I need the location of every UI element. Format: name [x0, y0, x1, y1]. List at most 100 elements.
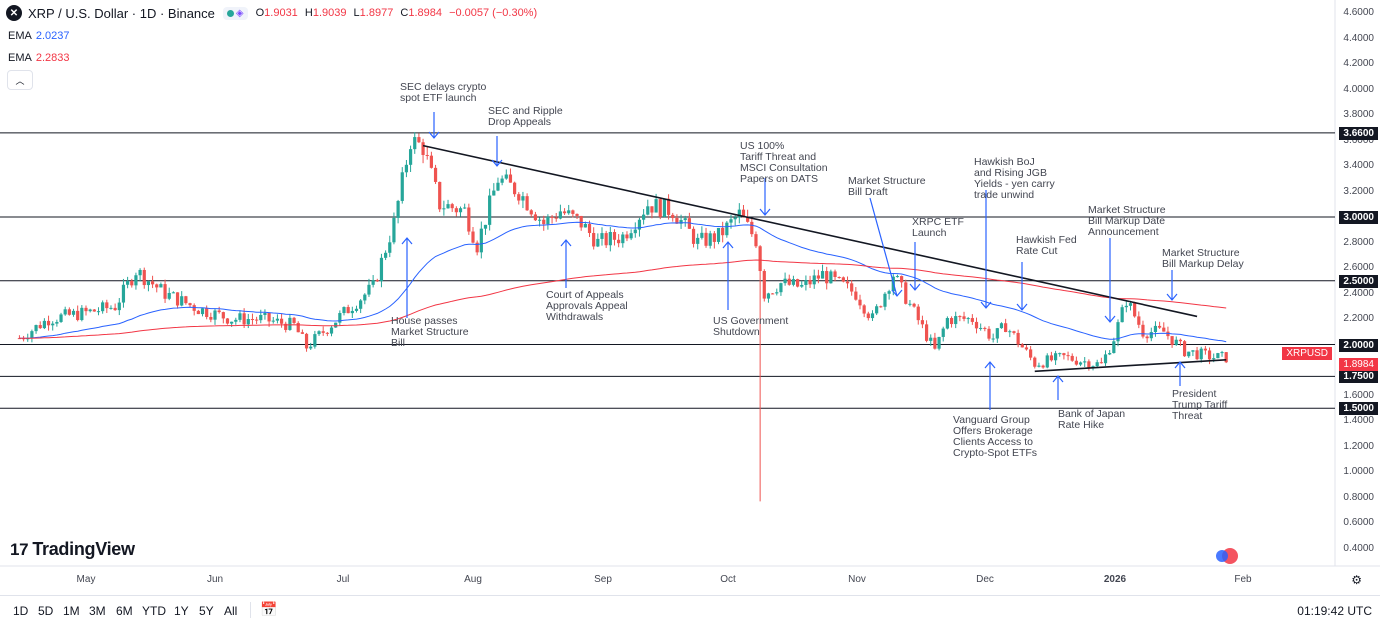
candle-body [1108, 353, 1112, 355]
annotation-label[interactable]: Market Structure Bill Markup Date Announ… [1088, 204, 1166, 238]
annotation-label[interactable]: Hawkish Fed Rate Cut [1016, 234, 1077, 257]
tradingview-watermark[interactable]: 17 TradingView [10, 539, 135, 560]
candle-body [146, 281, 151, 286]
annotation-label[interactable]: XRPC ETF Launch [912, 216, 964, 239]
candle-body [1037, 365, 1041, 367]
timeframe-button[interactable]: YTD [142, 604, 166, 618]
annotation-label[interactable]: Market Structure Bill Markup Delay [1162, 247, 1244, 270]
candle-body [350, 310, 354, 314]
candle-body [267, 312, 271, 322]
timeframe-button[interactable]: 3M [89, 604, 106, 618]
candle-body [150, 281, 155, 285]
annotation-label[interactable]: SEC delays crypto spot ETF launch [400, 81, 487, 104]
candle-body [1041, 365, 1045, 368]
candle-body [446, 204, 450, 209]
candle-body [583, 223, 587, 228]
candle-body [941, 328, 945, 337]
level-price-badge: 3.0000 [1339, 211, 1378, 224]
annotation-label[interactable]: Court of Appeals Approvals Appeal Withdr… [546, 289, 628, 323]
candle-body [84, 307, 88, 312]
candle-body [1103, 354, 1108, 364]
candle-body [1033, 357, 1037, 367]
candle-body [1124, 305, 1128, 308]
candle-body [1170, 336, 1174, 345]
timeframe-button[interactable]: 6M [116, 604, 133, 618]
candle-body [629, 233, 633, 239]
calendar-icon[interactable]: 📅 [260, 601, 278, 617]
candle-body [617, 239, 621, 244]
timeframe-button[interactable]: 1Y [174, 604, 189, 618]
annotation-arrowhead [909, 283, 921, 291]
candle-body [400, 172, 404, 201]
utc-clock[interactable]: 01:19:42 UTC [1297, 604, 1372, 618]
candle-body [479, 228, 483, 253]
eye-icon: ◈ [235, 7, 244, 19]
candle-body [716, 227, 721, 242]
candle-body [175, 292, 180, 306]
annotation-label[interactable]: President Trump Tariff Threat [1172, 388, 1228, 422]
annotation-label[interactable]: US 100% Tariff Threat and MSCI Consultat… [740, 140, 828, 185]
annotation-label[interactable]: House passes Market Structure Bill [391, 315, 469, 349]
time-tick-label: Oct [720, 574, 736, 585]
close-value: 1.8984 [408, 7, 442, 19]
candle-body [250, 319, 255, 321]
candle-body [571, 210, 575, 214]
candle-body [467, 207, 471, 232]
candle-body [820, 271, 825, 279]
candle-body [275, 318, 280, 321]
candle-body [51, 323, 55, 326]
timeframe-button[interactable]: 1M [63, 604, 80, 618]
candle-body [866, 313, 870, 319]
candle-body [1149, 332, 1153, 339]
timeframe-button[interactable]: 5D [38, 604, 54, 618]
candle-body [1020, 344, 1024, 348]
candle-body [238, 313, 242, 320]
candle-body [737, 209, 741, 218]
candle-body [1029, 349, 1033, 358]
level-price-badge: 1.5000 [1339, 402, 1378, 416]
candle-body [741, 209, 746, 218]
candle-body [113, 307, 117, 311]
ema-legend-long[interactable]: EMA 2.2833 [8, 52, 70, 64]
ema-legend-short[interactable]: EMA 2.0237 [8, 30, 70, 42]
candle-body [700, 232, 704, 238]
ema-short-line [19, 221, 1227, 343]
candle-body [184, 296, 188, 304]
timeframe-button[interactable]: All [224, 604, 238, 618]
candle-body [1062, 353, 1066, 356]
symbol-title[interactable]: XRP / U.S. Dollar · 1D · Binance [28, 5, 215, 21]
candle-body [1058, 353, 1062, 355]
timeframe-button[interactable]: 1D [13, 604, 29, 618]
candle-body [671, 214, 675, 219]
candle-body [621, 234, 625, 244]
collapse-legend-button[interactable]: ︿ [7, 70, 33, 90]
visibility-toggle[interactable]: ◈ [222, 6, 248, 20]
current-price-badge: 1.8984 [1339, 358, 1378, 371]
annotation-label[interactable]: Hawkish BoJ and Rising JGB Yields - yen … [974, 156, 1055, 201]
candle-body [1095, 362, 1099, 367]
candle-body [1137, 316, 1141, 325]
annotation-label[interactable]: US Government Shutdown [713, 315, 789, 338]
price-tick-label: 1.4000 [1343, 415, 1374, 426]
candle-body [974, 321, 979, 329]
open-value: 1.9031 [264, 7, 298, 19]
candle-body [608, 232, 612, 246]
annotation-label[interactable]: Vanguard Group Offers Brokerage Clients … [953, 414, 1038, 459]
annotation-label[interactable]: SEC and Ripple Drop Appeals [488, 105, 563, 128]
candle-body [1203, 348, 1207, 351]
candle-body [508, 174, 513, 183]
candle-body [1158, 325, 1162, 328]
candle-body [188, 303, 192, 306]
candle-body [255, 319, 259, 321]
candle-body [504, 174, 508, 179]
candle-body [904, 282, 908, 304]
candle-body [492, 190, 496, 196]
price-tick-label: 3.6000 [1343, 134, 1374, 146]
timeframe-button[interactable]: 5Y [199, 604, 214, 618]
annotation-label[interactable]: Market Structure Bill Draft [848, 175, 926, 198]
candle-body [537, 219, 542, 221]
annotation-label[interactable]: Bank of Japan Rate Hike [1058, 408, 1126, 431]
gear-icon[interactable]: ⚙ [1351, 573, 1362, 587]
ema-long-line [19, 259, 1227, 339]
